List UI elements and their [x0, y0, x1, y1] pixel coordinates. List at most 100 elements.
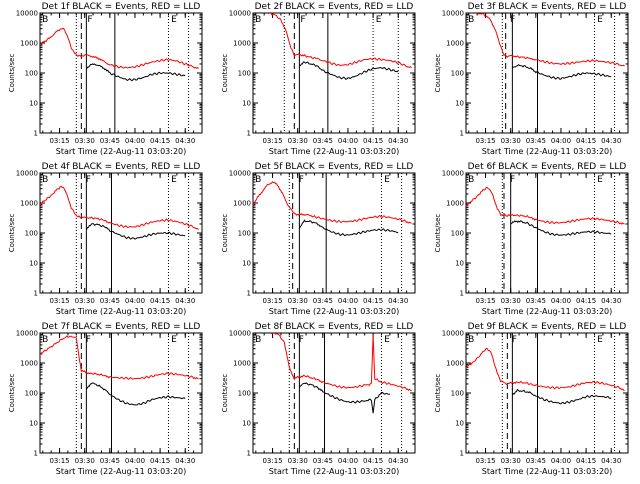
interval-letter-e: E — [171, 335, 177, 345]
interval-letter-f: F — [300, 15, 305, 25]
x-tick-label: 03:15 — [262, 137, 282, 145]
x-tick-label: 04:15 — [576, 297, 596, 305]
interval-letter-b: B — [255, 175, 261, 185]
y-tick-label: 100 — [238, 390, 251, 398]
y-tick-label: 1 — [247, 130, 251, 138]
y-tick-label: 10000 — [16, 330, 38, 338]
plot-frame — [252, 172, 416, 294]
events-series-line — [299, 61, 399, 81]
x-tick-label: 04:30 — [175, 137, 195, 145]
x-axis-label: Start Time (22-Aug-11 03:03:20) — [56, 147, 187, 156]
y-tick-label: 1000 — [20, 360, 38, 368]
panel-2: Det 2f BLACK = Events, RED = LLD 1 10 100 10… — [221, 2, 416, 156]
x-tick-label: 04:15 — [150, 137, 170, 145]
y-tick-label: 10000 — [16, 170, 38, 178]
panel-title: Det 6f BLACK = Events, RED = LLD — [468, 162, 627, 172]
x-tick-label: 04:00 — [125, 137, 145, 145]
events-series-line — [298, 219, 399, 237]
x-tick-label: 03:45 — [100, 457, 120, 465]
plot-frame — [39, 332, 203, 454]
x-tick-label: 04:30 — [388, 457, 408, 465]
lld-series-line — [40, 335, 199, 380]
plot-frame — [252, 332, 416, 454]
x-tick-label: 04:30 — [601, 297, 621, 305]
x-tick-label: 04:15 — [150, 457, 170, 465]
x-tick-label: 03:15 — [49, 457, 69, 465]
y-axis-label: Counts/sec — [434, 54, 442, 93]
x-tick-label: 03:45 — [313, 457, 333, 465]
x-tick-label: 03:30 — [75, 457, 95, 465]
x-tick-label: 04:30 — [175, 457, 195, 465]
interval-letter-f: F — [86, 335, 91, 345]
x-tick-label: 03:15 — [262, 297, 282, 305]
y-tick-label: 100 — [451, 70, 464, 78]
y-tick-label: 1000 — [233, 40, 251, 48]
panel-title: Det 8f BLACK = Events, RED = LLD — [255, 322, 414, 332]
events-series-line — [512, 64, 612, 80]
y-tick-label: 10 — [29, 100, 38, 108]
y-axis-label: Counts/sec — [221, 214, 229, 253]
x-tick-label: 03:15 — [475, 297, 495, 305]
y-tick-label: 100 — [25, 390, 38, 398]
interval-letter-e: E — [597, 175, 603, 185]
interval-letter-f: F — [510, 175, 515, 185]
events-series-line — [510, 220, 612, 237]
interval-letter-b: B — [42, 15, 48, 25]
interval-letter-f: F — [512, 335, 517, 345]
x-tick-label: 04:00 — [125, 297, 145, 305]
panel-title: Det 3f BLACK = Events, RED = LLD — [468, 2, 627, 12]
events-series-line — [511, 388, 612, 405]
y-tick-label: 10000 — [229, 330, 251, 338]
interval-letter-b: B — [468, 15, 474, 25]
x-axis-label: Start Time (22-Aug-11 03:03:20) — [482, 147, 613, 156]
plot-frame — [39, 172, 203, 294]
interval-letter-e: E — [597, 15, 603, 25]
lld-series-line — [466, 347, 625, 392]
lld-series-line — [270, 333, 412, 392]
panel-7: Det 7f BLACK = Events, RED = LLD 1 10 100 10… — [8, 322, 203, 476]
interval-letter-f: F — [87, 15, 92, 25]
x-axis-label: Start Time (22-Aug-11 03:03:20) — [269, 467, 400, 476]
panel-title: Det 7f BLACK = Events, RED = LLD — [42, 322, 201, 332]
interval-letter-f: F — [86, 175, 91, 185]
x-tick-label: 03:45 — [100, 137, 120, 145]
x-tick-label: 03:45 — [100, 297, 120, 305]
x-tick-label: 03:15 — [262, 457, 282, 465]
panel-8: Det 8f BLACK = Events, RED = LLD 1 10 100 10… — [221, 322, 416, 476]
events-series-line — [298, 382, 390, 414]
panel-title: Det 9f BLACK = Events, RED = LLD — [468, 322, 627, 332]
y-tick-label: 10000 — [16, 10, 38, 18]
y-tick-label: 1 — [460, 450, 464, 458]
x-tick-label: 03:30 — [288, 137, 308, 145]
panel-title: Det 2f BLACK = Events, RED = LLD — [255, 2, 414, 12]
y-axis-label: Counts/sec — [8, 214, 16, 253]
x-tick-label: 03:30 — [288, 297, 308, 305]
x-tick-label: 03:30 — [288, 457, 308, 465]
x-axis-label: Start Time (22-Aug-11 03:03:20) — [269, 147, 400, 156]
y-axis-label: Counts/sec — [8, 374, 16, 413]
events-series-line — [86, 382, 186, 406]
events-series-line — [85, 223, 186, 240]
x-tick-label: 04:00 — [551, 137, 571, 145]
y-axis-label: Counts/sec — [434, 374, 442, 413]
y-tick-label: 10000 — [442, 10, 464, 18]
panel-title: Det 4f BLACK = Events, RED = LLD — [42, 162, 201, 172]
x-tick-label: 04:30 — [175, 297, 195, 305]
lld-series-line — [267, 13, 412, 69]
x-tick-label: 04:30 — [601, 457, 621, 465]
x-tick-label: 03:30 — [75, 297, 95, 305]
x-tick-label: 03:45 — [313, 297, 333, 305]
panel-title: Det 5f BLACK = Events, RED = LLD — [255, 162, 414, 172]
interval-letter-b: B — [255, 15, 261, 25]
plot-frame — [252, 12, 416, 134]
x-tick-label: 04:30 — [388, 297, 408, 305]
x-axis-label: Start Time (22-Aug-11 03:03:20) — [482, 467, 613, 476]
panel-9: Det 9f BLACK = Events, RED = LLD 1 10 100 10… — [434, 322, 629, 476]
y-tick-label: 1 — [34, 450, 38, 458]
lld-series-line — [40, 185, 199, 230]
plot-frame — [465, 12, 629, 134]
y-axis-label: Counts/sec — [221, 54, 229, 93]
x-tick-label: 03:15 — [475, 457, 495, 465]
x-tick-label: 03:30 — [501, 297, 521, 305]
y-tick-label: 10 — [242, 100, 251, 108]
